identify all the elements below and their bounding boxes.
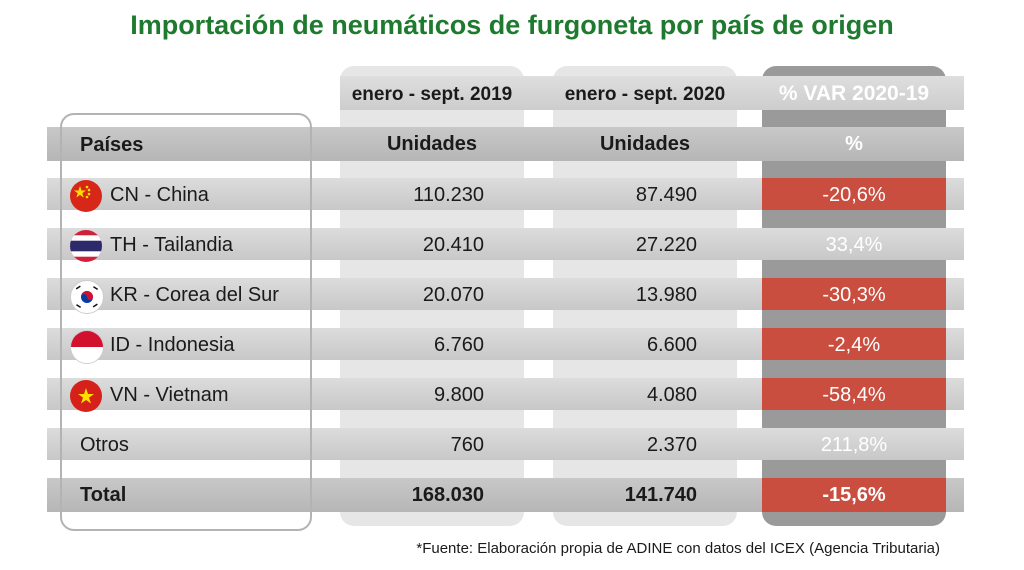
- variation-value: 33,4%: [825, 234, 883, 256]
- thailand-flag-icon: [70, 230, 102, 262]
- variation-value: -30,3%: [822, 284, 886, 306]
- vietnam-flag-icon: [70, 380, 102, 412]
- total-label: Total: [80, 484, 127, 506]
- china-flag-icon: [70, 180, 102, 212]
- value-2020: 4.080: [646, 384, 697, 406]
- value-2019: 20.410: [422, 234, 484, 256]
- variation-value: 211,8%: [820, 434, 888, 456]
- total-2020: 141.740: [624, 484, 697, 506]
- total-2019: 168.030: [411, 484, 484, 506]
- header-var: % VAR 2020-19: [778, 82, 930, 105]
- negative-highlight: [762, 378, 946, 410]
- row-stripe: [47, 228, 964, 260]
- value-2020: 27.220: [635, 234, 697, 256]
- country-label: VN - Vietnam: [110, 384, 229, 406]
- indonesia-flag-icon: [70, 330, 104, 364]
- country-label: CN - China: [110, 184, 209, 206]
- value-2020: 2.370: [646, 434, 697, 456]
- variation-value: -2,4%: [827, 334, 881, 356]
- period-header-strip: [340, 76, 964, 110]
- value-2019: 20.070: [422, 284, 484, 306]
- header-period-2019: enero - sept. 2019: [351, 84, 513, 105]
- header-countries: Países: [80, 134, 144, 156]
- country-label: KR - Corea del Sur: [110, 284, 279, 306]
- negative-highlight: [762, 478, 946, 512]
- country-label: ID - Indonesia: [110, 334, 235, 356]
- negative-highlight: [762, 178, 946, 210]
- units-header-strip: [47, 127, 964, 161]
- source-footnote: *Fuente: Elaboración propia de ADINE con…: [416, 540, 940, 557]
- total-var: -15,6%: [822, 484, 886, 506]
- variation-value: -20,6%: [822, 184, 886, 206]
- value-2019: 760: [450, 434, 484, 456]
- header-pct: %: [845, 133, 863, 155]
- row-stripe: [47, 428, 964, 460]
- country-label: TH - Tailandia: [110, 234, 234, 256]
- page-title: Importación de neumáticos de furgoneta p…: [130, 10, 894, 40]
- value-2019: 9.800: [433, 384, 484, 406]
- value-2020: 13.980: [635, 284, 697, 306]
- header-period-2020: enero - sept. 2020: [564, 84, 726, 105]
- header-units-2019: Unidades: [386, 133, 478, 155]
- countries-box: [60, 113, 312, 531]
- korea-flag-icon: [70, 280, 104, 314]
- value-2019: 6.760: [433, 334, 484, 356]
- country-label: Otros: [80, 434, 129, 456]
- header-units-2020: Unidades: [599, 133, 691, 155]
- negative-highlight: [762, 328, 946, 360]
- negative-highlight: [762, 278, 946, 310]
- value-2020: 6.600: [646, 334, 697, 356]
- value-2019: 110.230: [413, 184, 484, 206]
- value-2020: 87.490: [635, 184, 697, 206]
- variation-value: -58,4%: [822, 384, 886, 406]
